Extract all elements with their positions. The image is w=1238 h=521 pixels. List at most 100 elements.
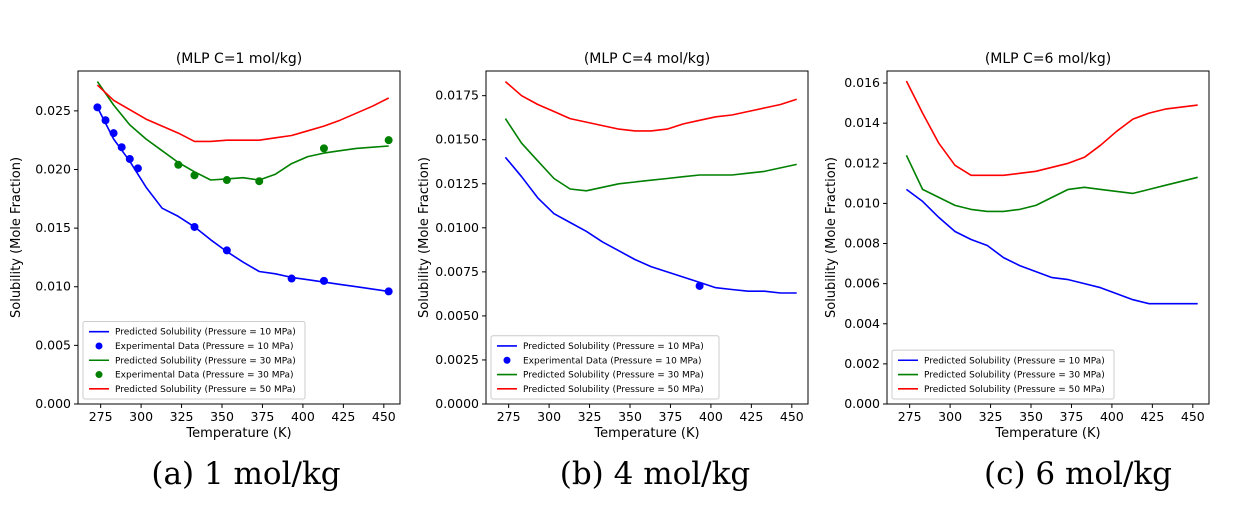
x-tick-label: 450 [1181,409,1205,424]
y-tick-label: 0.008 [844,236,880,251]
x-tick-label: 375 [251,409,275,424]
y-tick-label: 0.014 [844,115,880,130]
legend-label: Predicted Solubility (Pressure = 10 MPa) [924,356,1105,366]
legend-box [82,321,306,400]
chart-panel-1: (MLP C=1 mol/kg) 275 300 325 350 375 400 425 450… [9,51,401,441]
x-tick-label: 300 [537,409,561,424]
x-tick-label: 375 [659,409,683,424]
legend-label: Predicted Solubility (Pressure = 30 MPa) [924,371,1105,381]
legend-label: Predicted Solubility (Pressure = 50 MPa) [924,385,1105,395]
y-tick-label: 0.006 [844,276,880,291]
x-tick-label: 300 [938,409,962,424]
x-tick-label: 425 [1140,409,1164,424]
legend-label: Predicted Solubility (Pressure = 30 MPa) [115,356,296,366]
series-line-5 [96,84,390,143]
y-tick-label: 0.0125 [435,176,479,191]
data-point [117,143,126,152]
y-axis-label: Solubility (Mole Fraction) [417,157,432,318]
data-point [319,144,328,153]
y-tick-label: 0.002 [844,356,880,371]
y-tick-label: 0.015 [35,220,71,235]
y-tick-label: 0.000 [844,396,880,411]
x-tick-label: 325 [170,409,194,424]
x-tick-label: 350 [618,409,642,424]
data-point [174,160,183,169]
series-line-2 [905,154,1198,213]
caption-panel-b: (b) 4 mol/kg [559,456,751,492]
data-point [222,176,231,185]
series-line-3 [905,80,1198,177]
x-tick-label: 450 [372,409,396,424]
chart-title: (MLP C=1 mol/kg) [176,51,302,67]
x-tick-label: 400 [1100,409,1124,424]
x-tick-label: 375 [1060,409,1084,424]
data-point [190,171,199,180]
data-point [222,246,231,255]
legend-marker [95,342,103,350]
data-point [93,103,102,112]
y-tick-label: 0.0150 [435,132,479,147]
y-tick-label: 0.0000 [435,396,479,411]
x-tick-label: 300 [129,409,153,424]
y-tick-label: 0.016 [844,75,880,90]
x-tick-label: 450 [780,409,804,424]
y-tick-label: 0.012 [844,155,880,170]
series-line-3 [96,81,389,181]
data-point [190,222,199,231]
y-tick-label: 0.000 [35,396,71,411]
x-tick-label: 350 [210,409,234,424]
legend-box [891,349,1115,400]
legend-label: Experimental Data (Pressure = 10 MPa) [115,342,294,352]
caption-panel-c: (c) 6 mol/kg [983,456,1173,492]
plot-frame [485,70,809,405]
y-tick-label: 0.004 [844,316,880,331]
y-axis-label: Solubility (Mole Fraction) [9,157,24,318]
x-tick-label: 325 [979,409,1003,424]
x-tick-label: 425 [331,409,355,424]
y-tick-label: 0.005 [35,337,71,352]
legend-label: Experimental Data (Pressure = 30 MPa) [115,371,294,381]
y-tick-label: 0.0050 [435,308,479,323]
x-tick-label: 425 [739,409,763,424]
x-tick-label: 400 [699,409,723,424]
legend-marker [95,371,103,379]
series-line-1 [905,188,1198,305]
data-point [101,116,110,125]
series-line-3 [504,118,797,192]
data-point [384,287,393,296]
y-tick-label: 0.020 [35,161,71,176]
legend-box [490,335,720,400]
y-tick-label: 0.010 [844,195,880,210]
chart-title: (MLP C=4 mol/kg) [584,51,710,67]
series-line-1 [96,106,389,293]
y-tick-label: 0.0175 [435,88,479,103]
legend-label: Predicted Solubility (Pressure = 10 MPa) [115,328,296,338]
plot-frame [77,70,401,405]
data-point [384,136,393,145]
legend-label: Predicted Solubility (Pressure = 30 MPa) [523,371,704,381]
series-line-4 [504,80,797,132]
x-axis-label: Temperature (K) [185,426,291,441]
y-axis-label: Solubility (Mole Fraction) [824,157,839,318]
x-tick-label: 275 [89,409,113,424]
x-axis-label: Temperature (K) [593,426,699,441]
legend-label: Predicted Solubility (Pressure = 10 MPa) [523,342,704,352]
x-tick-label: 350 [1019,409,1043,424]
data-point [109,129,118,138]
data-point [255,177,264,186]
y-tick-label: 0.0025 [435,352,479,367]
legend-label: Predicted Solubility (Pressure = 50 MPa) [523,385,704,395]
plot-frame [886,70,1210,405]
data-point [319,276,328,285]
y-tick-label: 0.010 [35,279,71,294]
x-tick-label: 400 [291,409,315,424]
chart-title: (MLP C=6 mol/kg) [985,51,1111,67]
legend-marker [503,356,511,364]
chart-panel-3: (MLP C=6 mol/kg) 275 300 325 350 375 400 425 450… [824,51,1210,441]
y-tick-label: 0.0100 [435,220,479,235]
data-point [695,281,704,290]
x-axis-label: Temperature (K) [994,426,1100,441]
legend-label: Predicted Solubility (Pressure = 50 MPa) [115,385,296,395]
x-tick-label: 325 [578,409,602,424]
